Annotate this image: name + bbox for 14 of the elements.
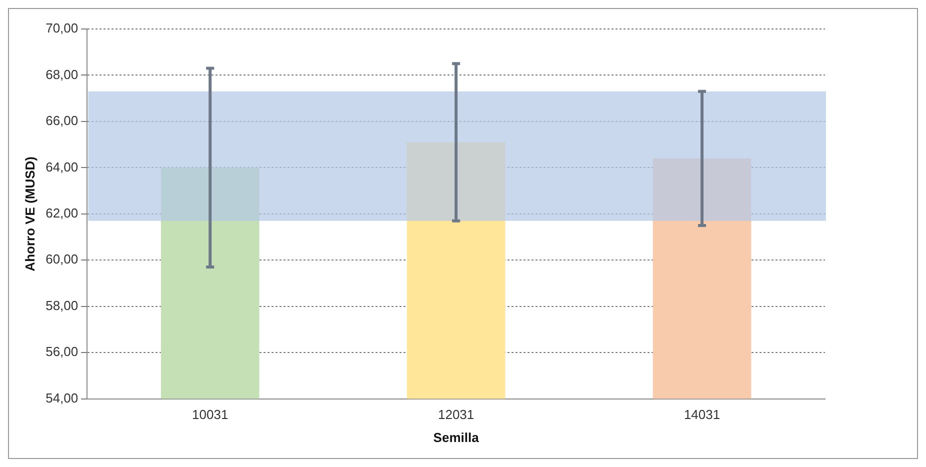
y-tick-label: 60,00 bbox=[46, 252, 78, 267]
x-axis-title: Semilla bbox=[433, 430, 480, 445]
y-tick-label: 68,00 bbox=[46, 66, 78, 82]
y-tick-label: 58,00 bbox=[46, 298, 78, 313]
y-tick-label: 54,00 bbox=[46, 390, 78, 406]
y-tick-label: 56,00 bbox=[46, 344, 78, 360]
y-tick-label: 70,00 bbox=[46, 20, 78, 36]
y-axis-title: Ahorro VE (MUSD) bbox=[22, 156, 38, 272]
y-tick-label: 62,00 bbox=[46, 205, 78, 220]
x-tick-label: 14031 bbox=[684, 407, 720, 422]
y-tick-label: 64,00 bbox=[46, 159, 78, 174]
x-tick-label: 10031 bbox=[192, 407, 228, 422]
y-tick-label: 66,00 bbox=[46, 113, 78, 128]
x-tick-label: 12031 bbox=[438, 407, 474, 422]
